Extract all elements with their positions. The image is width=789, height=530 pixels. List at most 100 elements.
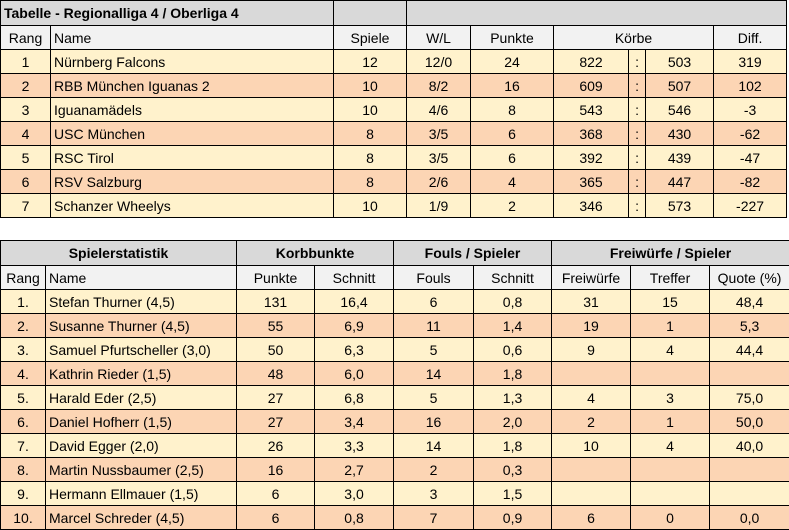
cell: 1 [0, 49, 51, 74]
cell: 31 [551, 289, 632, 314]
group-header: Fouls / Spieler [393, 240, 553, 266]
table-row: 10. Marcel Schreder (4,5) 6 0,8 7 0,9 6 0 0,0 [0, 505, 789, 530]
table-row: 8. Martin Nussbaumer (2,5) 16 2,7 2 0,3 [0, 457, 789, 482]
cell: 6 [0, 169, 51, 194]
cell: 3/5 [406, 121, 472, 146]
league-table: Tabelle - Regionalliga 4 / Oberliga 4 Ra… [0, 0, 788, 218]
cell: 2 [0, 73, 51, 98]
cell: 8 [470, 97, 555, 122]
cell [630, 361, 711, 386]
table-row: 7. David Egger (2,0) 26 3,3 14 1,8 10 4 40,0 [0, 433, 789, 458]
cell: 10 [551, 433, 632, 458]
cell: 10 [333, 73, 408, 98]
cell: 10 [333, 97, 408, 122]
column-header: Fouls [393, 265, 475, 290]
cell: 6,9 [314, 313, 395, 338]
cell: 6,3 [314, 337, 395, 362]
table-row: 5. Harald Eder (2,5) 27 6,8 5 1,3 4 3 75,0 [0, 385, 789, 410]
column-header: Name [49, 25, 335, 50]
cell: 0,0 [709, 505, 789, 530]
cell: : [628, 145, 647, 170]
cell: : [628, 73, 647, 98]
cell: : [628, 193, 647, 218]
cell: 131 [236, 289, 316, 314]
cell: 5 [393, 337, 475, 362]
cell: 2. [0, 313, 46, 338]
column-header: Rang [0, 265, 46, 290]
cell: RBB München Iguanas 2 [49, 73, 335, 98]
cell: 6. [0, 409, 46, 434]
cell: 609 [553, 73, 630, 98]
cell: 6 [393, 289, 475, 314]
cell [709, 457, 789, 482]
cell: 1 [630, 313, 711, 338]
group-header: Korbbunkte [236, 240, 395, 266]
cell: 48 [236, 361, 316, 386]
cell: 55 [236, 313, 316, 338]
cell: RSV Salzburg [49, 169, 335, 194]
cell: 6 [236, 481, 316, 506]
cell: 10 [333, 193, 408, 218]
cell: 2/6 [406, 169, 472, 194]
table-row: 4 USC München 8 3/5 6 368:430 -62 [0, 121, 788, 146]
cell: 10. [0, 505, 46, 530]
cell: 3. [0, 337, 46, 362]
cell: 4/6 [406, 97, 472, 122]
cell: 7 [393, 505, 475, 530]
cell: -3 [713, 97, 788, 122]
cell: David Egger (2,0) [44, 433, 238, 458]
player-stats-table: Spielerstatistik Korbbunkte Fouls / Spie… [0, 240, 789, 530]
cell: 9. [0, 481, 46, 506]
cell: 14 [393, 433, 475, 458]
cell: 11 [393, 313, 475, 338]
cell: 0,6 [473, 337, 553, 362]
cell: -47 [713, 145, 788, 170]
cell: 1,8 [473, 433, 553, 458]
cell: 543 [553, 97, 630, 122]
cell: 2 [470, 193, 555, 218]
table-row: 3 Iguanamädels 10 4/6 8 543:546 -3 [0, 97, 788, 122]
cell: 4 [551, 385, 632, 410]
cell [551, 481, 632, 506]
cell: 3 [0, 97, 51, 122]
cell: 822 [553, 49, 630, 74]
cell: 2 [551, 409, 632, 434]
table-row: 7 Schanzer Wheelys 10 1/9 2 346:573 -227 [0, 193, 788, 218]
cell: 6 [470, 145, 555, 170]
cell: -62 [713, 121, 788, 146]
cell: 19 [551, 313, 632, 338]
cell: 5,3 [709, 313, 789, 338]
cell: 9 [551, 337, 632, 362]
cell: 24 [470, 49, 555, 74]
cell: Stefan Thurner (4,5) [44, 289, 238, 314]
cell: : [628, 97, 647, 122]
cell: 50 [236, 337, 316, 362]
cell: 3/5 [406, 145, 472, 170]
cell [630, 457, 711, 482]
cell: 40,0 [709, 433, 789, 458]
cell: 1,4 [473, 313, 553, 338]
cell: Iguanamädels [49, 97, 335, 122]
table-row: 3. Samuel Pfurtscheller (3,0) 50 6,3 5 0,6 9 4 4… [0, 337, 789, 362]
cell: 1/9 [406, 193, 472, 218]
cell: 2,7 [314, 457, 395, 482]
column-header: Spiele [333, 25, 408, 50]
cell: 6,8 [314, 385, 395, 410]
column-header: Punkte [236, 265, 316, 290]
cell: Marcel Schreder (4,5) [44, 505, 238, 530]
cell: Samuel Pfurtscheller (3,0) [44, 337, 238, 362]
cell: 27 [236, 385, 316, 410]
cell [630, 481, 711, 506]
cell: 12/0 [406, 49, 472, 74]
cell: 1,8 [473, 361, 553, 386]
cell: 4 [0, 121, 51, 146]
column-header: Schnitt [473, 265, 553, 290]
cell: 3 [393, 481, 475, 506]
cell [709, 361, 789, 386]
cell: 2,0 [473, 409, 553, 434]
cell: 8 [333, 169, 408, 194]
column-header: Freiwürfe [551, 265, 632, 290]
cell [551, 361, 632, 386]
cell: 3,4 [314, 409, 395, 434]
cell: -82 [713, 169, 788, 194]
